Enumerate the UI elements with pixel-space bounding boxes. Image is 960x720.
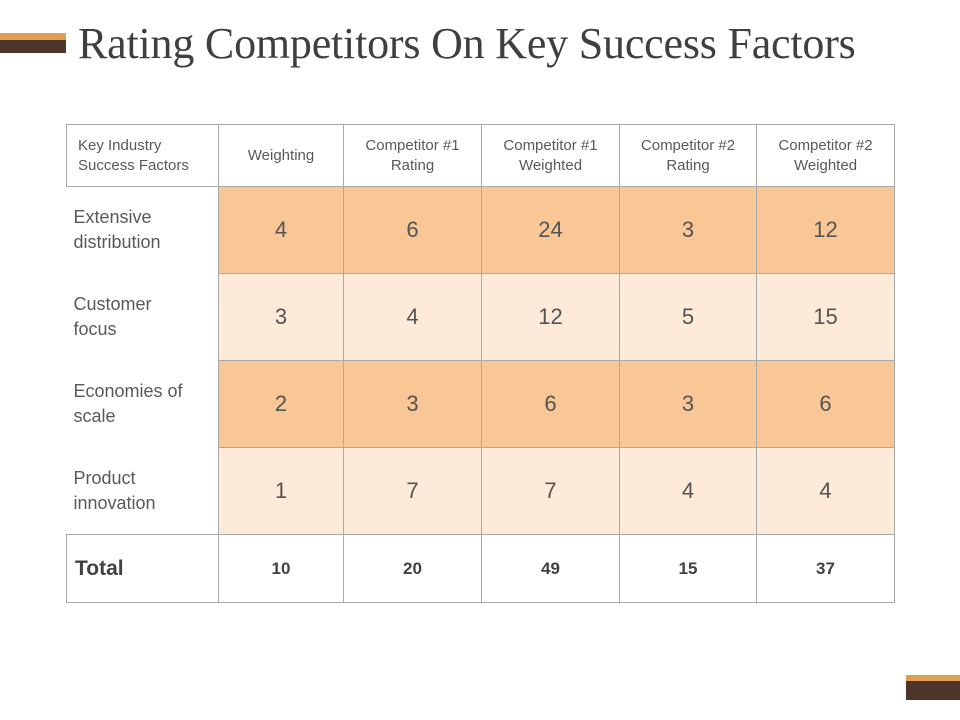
value-cell: 4: [619, 447, 757, 535]
table-total-row: Total 10 20 49 15 37: [66, 534, 895, 603]
col-header-competitor1-rating: Competitor #1 Rating: [343, 124, 482, 187]
col-header-weighting: Weighting: [218, 124, 344, 187]
col-header-label: Key Industry Success Factors: [78, 136, 189, 174]
value-cell: 3: [619, 360, 757, 448]
value-cell: 12: [756, 186, 895, 274]
value-cell: 4: [343, 273, 482, 361]
total-value-cell: 20: [343, 534, 482, 603]
brown-bar: [0, 40, 66, 53]
top-left-accent-bars: [0, 33, 66, 53]
row-label-extensive-distribution: Extensive distribution: [66, 186, 219, 274]
value-cell: 3: [619, 186, 757, 274]
total-value-cell: 49: [481, 534, 620, 603]
value-cell: 4: [218, 186, 344, 274]
total-value-cell: 10: [218, 534, 344, 603]
col-header-success-factors: Key Industry Success Factors: [66, 124, 219, 187]
row-label-product-innovation: Product innovation: [66, 447, 219, 535]
value-cell: 12: [481, 273, 620, 361]
value-cell: 7: [343, 447, 482, 535]
total-label: Total: [66, 534, 219, 603]
value-cell: 15: [756, 273, 895, 361]
value-cell: 6: [481, 360, 620, 448]
value-cell: 4: [756, 447, 895, 535]
value-cell: 5: [619, 273, 757, 361]
gold-bar: [906, 675, 960, 681]
row-label-customer-focus: Customer focus: [66, 273, 219, 361]
value-cell: 24: [481, 186, 620, 274]
col-header-competitor2-weighted: Competitor #2 Weighted: [756, 124, 895, 187]
bottom-right-accent-bars: [906, 675, 960, 700]
value-cell: 6: [756, 360, 895, 448]
slide-title: Rating Competitors On Key Success Factor…: [78, 19, 856, 68]
total-value-cell: 15: [619, 534, 757, 603]
table-header-row: Key Industry Success Factors Weighting C…: [66, 124, 895, 187]
col-header-competitor1-weighted: Competitor #1 Weighted: [481, 124, 620, 187]
gold-bar: [0, 33, 66, 40]
value-cell: 3: [218, 273, 344, 361]
value-cell: 2: [218, 360, 344, 448]
value-cell: 7: [481, 447, 620, 535]
total-value-cell: 37: [756, 534, 895, 603]
value-cell: 1: [218, 447, 344, 535]
brown-bar: [906, 681, 960, 700]
success-factors-table: Key Industry Success Factors Weighting C…: [66, 124, 895, 603]
table-row: Product innovation 1 7 7 4 4: [66, 447, 895, 535]
row-label-economies-of-scale: Economies of scale: [66, 360, 219, 448]
table-row: Economies of scale 2 3 6 3 6: [66, 360, 895, 448]
value-cell: 3: [343, 360, 482, 448]
value-cell: 6: [343, 186, 482, 274]
table-row: Extensive distribution 4 6 24 3 12: [66, 186, 895, 274]
table-row: Customer focus 3 4 12 5 15: [66, 273, 895, 361]
col-header-competitor2-rating: Competitor #2 Rating: [619, 124, 757, 187]
